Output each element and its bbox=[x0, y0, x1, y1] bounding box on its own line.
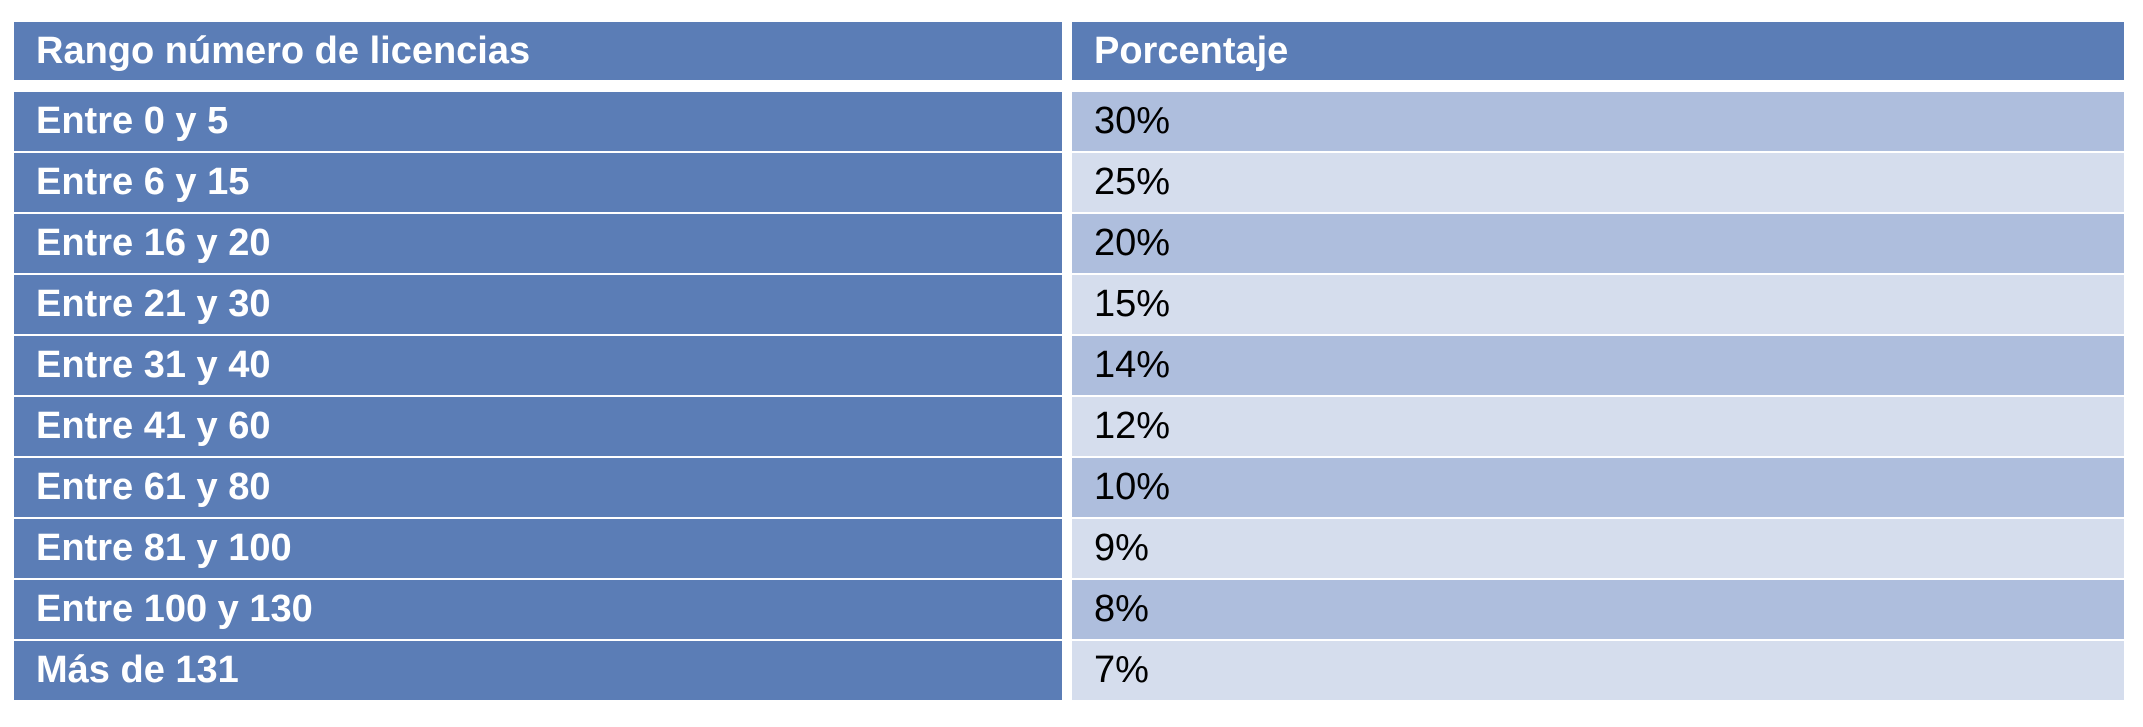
range-cell: Más de 131 bbox=[14, 641, 1062, 700]
column-divider bbox=[1062, 580, 1072, 639]
percent-cell: 15% bbox=[1072, 275, 2124, 334]
percent-cell: 14% bbox=[1072, 336, 2124, 395]
header-spacer bbox=[14, 80, 2124, 92]
range-cell: Entre 16 y 20 bbox=[14, 214, 1062, 273]
licenses-table: Rango número de licencias Porcentaje Ent… bbox=[14, 22, 2124, 702]
percent-cell: 7% bbox=[1072, 641, 2124, 700]
percent-cell: 10% bbox=[1072, 458, 2124, 517]
column-divider bbox=[1062, 641, 1072, 700]
range-cell: Entre 41 y 60 bbox=[14, 397, 1062, 456]
percent-cell: 12% bbox=[1072, 397, 2124, 456]
range-cell: Entre 21 y 30 bbox=[14, 275, 1062, 334]
column-divider bbox=[1062, 153, 1072, 212]
range-cell: Entre 61 y 80 bbox=[14, 458, 1062, 517]
table-row: Entre 81 y 100 9% bbox=[14, 519, 2124, 578]
percent-cell: 30% bbox=[1072, 92, 2124, 151]
column-divider bbox=[1062, 22, 1072, 80]
table-row: Entre 6 y 15 25% bbox=[14, 153, 2124, 212]
table-row: Entre 100 y 130 8% bbox=[14, 580, 2124, 639]
range-cell: Entre 31 y 40 bbox=[14, 336, 1062, 395]
column-divider bbox=[1062, 275, 1072, 334]
table-row: Entre 31 y 40 14% bbox=[14, 336, 2124, 395]
column-divider bbox=[1062, 397, 1072, 456]
range-cell: Entre 6 y 15 bbox=[14, 153, 1062, 212]
table-header-row: Rango número de licencias Porcentaje bbox=[14, 22, 2124, 80]
column-divider bbox=[1062, 519, 1072, 578]
column-divider bbox=[1062, 336, 1072, 395]
table-row: Entre 41 y 60 12% bbox=[14, 397, 2124, 456]
range-cell: Entre 100 y 130 bbox=[14, 580, 1062, 639]
column-divider bbox=[1062, 458, 1072, 517]
percent-cell: 8% bbox=[1072, 580, 2124, 639]
table-row: Más de 131 7% bbox=[14, 641, 2124, 700]
header-range: Rango número de licencias bbox=[14, 22, 1062, 80]
table-row: Entre 21 y 30 15% bbox=[14, 275, 2124, 334]
range-cell: Entre 0 y 5 bbox=[14, 92, 1062, 151]
header-percent: Porcentaje bbox=[1072, 22, 2124, 80]
column-divider bbox=[1062, 214, 1072, 273]
percent-cell: 9% bbox=[1072, 519, 2124, 578]
column-divider bbox=[1062, 92, 1072, 151]
table-row: Entre 0 y 5 30% bbox=[14, 92, 2124, 151]
percent-cell: 20% bbox=[1072, 214, 2124, 273]
percent-cell: 25% bbox=[1072, 153, 2124, 212]
range-cell: Entre 81 y 100 bbox=[14, 519, 1062, 578]
table-row: Entre 61 y 80 10% bbox=[14, 458, 2124, 517]
table-row: Entre 16 y 20 20% bbox=[14, 214, 2124, 273]
